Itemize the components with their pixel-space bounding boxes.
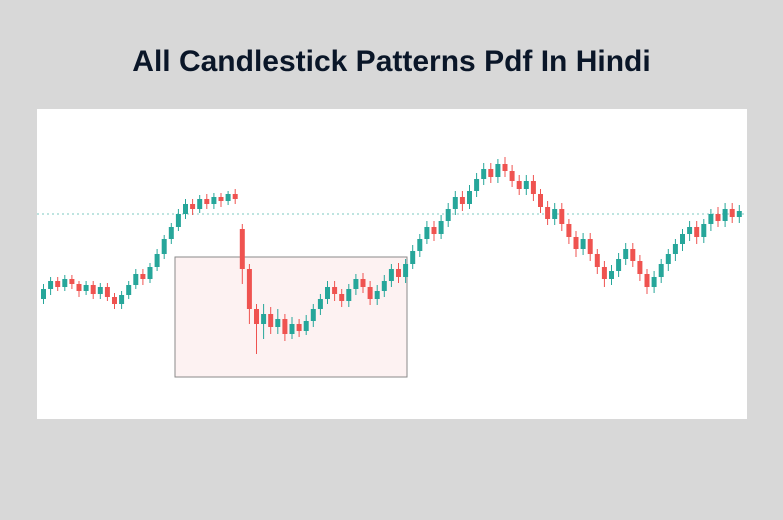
chart-svg — [37, 109, 747, 419]
candlestick-chart — [37, 109, 747, 419]
page-title: All Candlestick Patterns Pdf In Hindi — [132, 45, 650, 79]
